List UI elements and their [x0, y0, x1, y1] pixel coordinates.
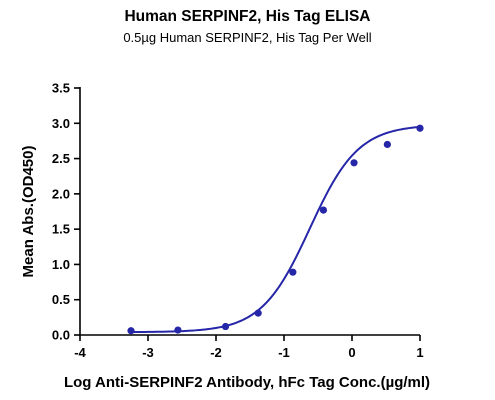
data-point — [319, 206, 328, 214]
x-tick-label: -2 — [210, 345, 222, 360]
data-point — [221, 322, 230, 331]
data-points — [127, 124, 424, 335]
x-tick-label: -3 — [142, 345, 154, 360]
axes: 0.0 0.5 1.0 1.5 2.0 2.5 3.0 3.5 -4 -3 -2 -1 0 1 — [52, 81, 424, 361]
data-point — [416, 124, 424, 132]
data-point — [350, 159, 358, 167]
data-point — [174, 326, 182, 334]
y-tick-label: 1.0 — [52, 257, 70, 272]
y-tick-label: 3.5 — [52, 81, 70, 96]
y-tick-label: 0.5 — [52, 292, 70, 307]
chart-title: Human SERPINF2, His Tag ELISA — [124, 8, 371, 25]
x-tick-label: 1 — [416, 345, 423, 360]
data-point — [254, 309, 262, 317]
data-point — [289, 268, 297, 276]
y-tick-label: 1.5 — [52, 222, 70, 237]
chart-subtitle: 0.5µg Human SERPINF2, His Tag Per Well — [123, 30, 372, 45]
y-tick-label: 0.0 — [52, 328, 70, 343]
data-point — [127, 327, 135, 335]
data-point — [383, 140, 391, 149]
y-axis-title: Mean Abs.(OD450) — [20, 146, 37, 278]
y-tick-label: 3.0 — [52, 116, 70, 131]
fit-curve — [130, 125, 421, 334]
x-axis-title: Log Anti-SERPINF2 Antibody, hFc Tag Conc… — [64, 374, 430, 391]
y-tick-label: 2.0 — [52, 186, 70, 201]
y-tick-label: 2.5 — [52, 151, 70, 166]
x-tick-label: -1 — [278, 345, 290, 360]
x-tick-label: -4 — [74, 345, 86, 360]
fit-curve-layer — [130, 125, 421, 334]
x-tick-label: 0 — [348, 345, 355, 360]
